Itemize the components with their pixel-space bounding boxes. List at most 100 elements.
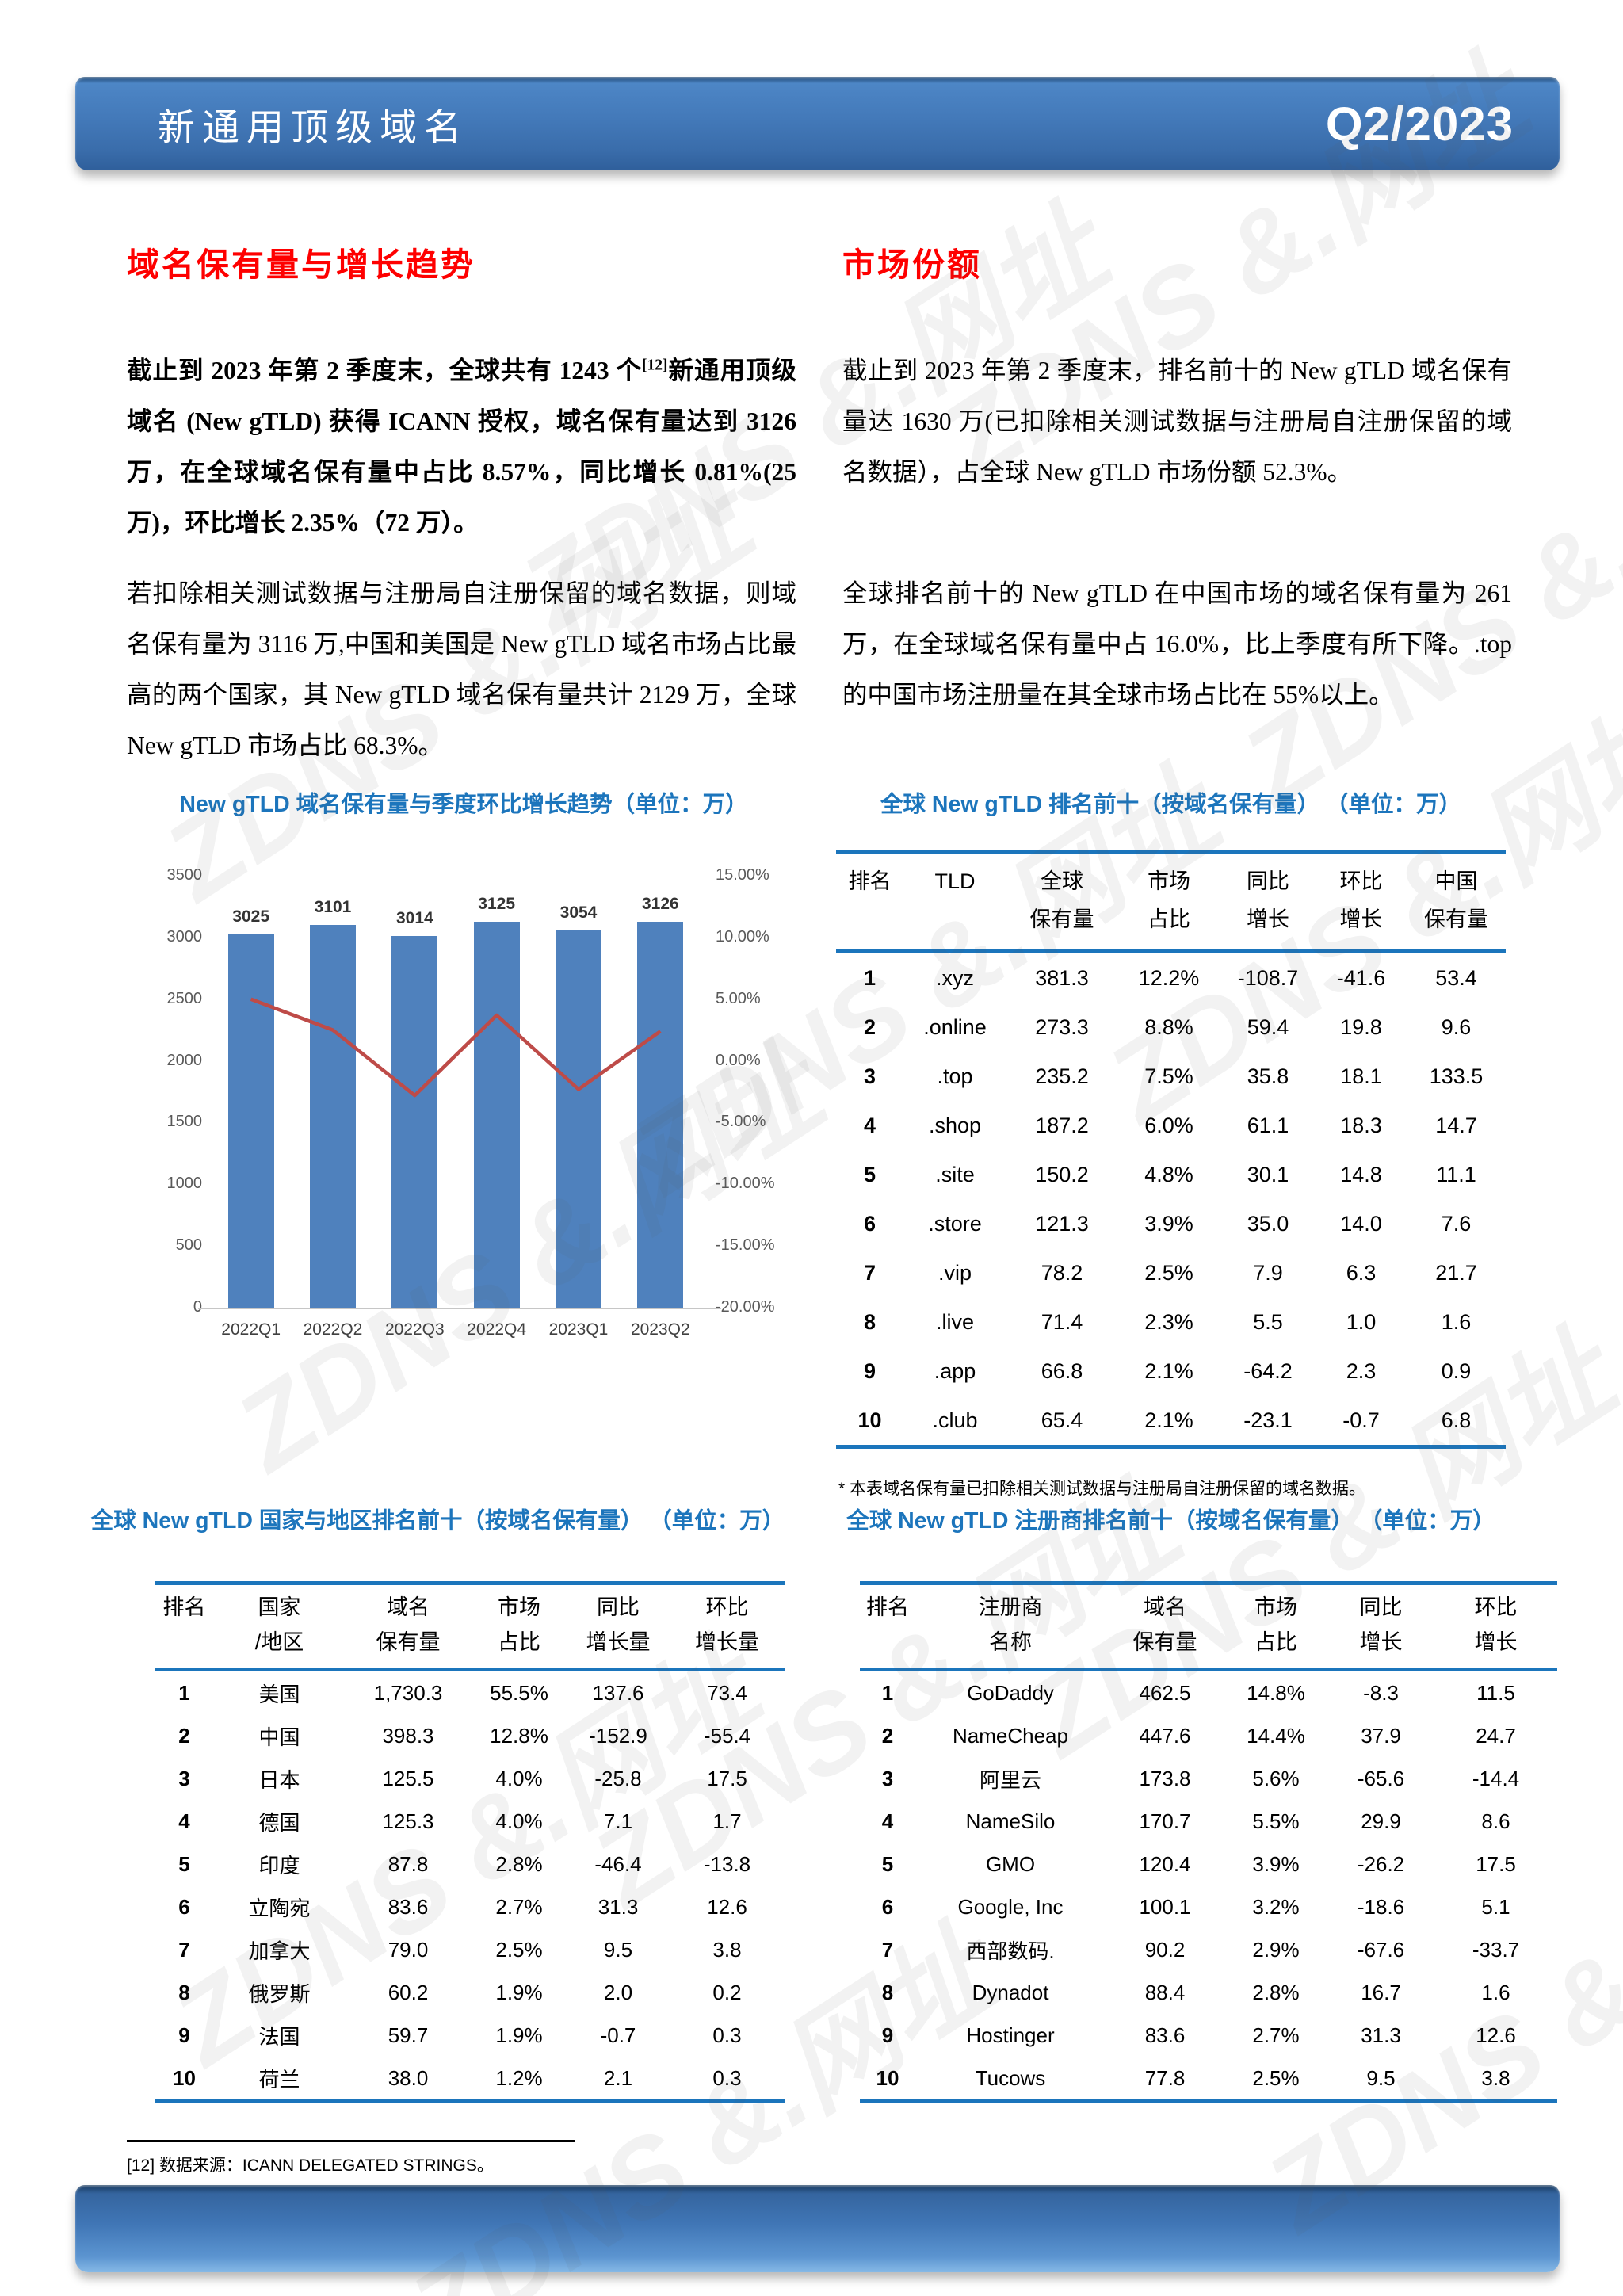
value-cell: 78.2 [1041,1260,1083,1285]
chart-title: New gTLD 域名保有量与季度环比增长趋势（单位：万） [179,792,748,817]
value-cell: 17.5 [707,1766,747,1790]
value-cell: .site [935,1162,975,1186]
x-axis-label-2023Q2: 2023Q2 [630,1320,690,1339]
value-cell: 3.9% [1252,1851,1300,1876]
y-axis-tick-left: 1500 [166,1113,203,1131]
footnote-divider [127,2140,575,2142]
value-cell: 6.3 [1346,1260,1377,1285]
rank-cell: 6 [863,1211,876,1236]
column-header: 市场 占比 [472,1583,567,1671]
rank-cell: 3 [178,1766,190,1790]
country-table-title: 全球 New gTLD 国家与地区排名前十（按域名保有量） （单位：万） [90,1508,785,1534]
x-axis-label-2022Q4: 2022Q4 [467,1320,527,1339]
value-cell: Google, Inc [957,1894,1064,1919]
rank-cell: 1 [881,1680,894,1705]
value-cell: 1.7 [712,1809,742,1833]
value-cell: -67.6 [1357,1937,1405,1962]
column-header: 排名 [155,1583,214,1671]
table-row: 5 .site 150.2 4.8% 30.1 14.8 11.1 [836,1150,1506,1199]
footer-bar [75,2185,1560,2272]
value-cell: 1.9% [495,2023,543,2047]
bar-value-label: 3125 [478,895,516,914]
value-cell: 立陶宛 [248,1896,311,1920]
y-axis-tick-left: 3500 [166,866,203,884]
y-axis-tick-left: 0 [193,1298,202,1316]
rank-cell: 4 [881,1809,894,1833]
value-cell: 5.5% [1252,1809,1300,1833]
value-cell: 462.5 [1139,1680,1191,1705]
value-cell: Dynadot [972,1980,1049,2004]
x-axis-baseline [198,1308,721,1309]
table-row: 10 荷兰 38.0 1.2% 2.1 0.3 [155,2057,785,2102]
value-cell: .xyz [935,965,974,990]
rank-cell: 5 [178,1851,190,1876]
bar-2023Q2 [637,922,684,1308]
x-axis-label-2022Q3: 2022Q3 [384,1320,445,1339]
table-row: 5 GMO 120.4 3.9% -26.2 17.5 [860,1843,1557,1885]
column-header: 域名 保有量 [345,1583,472,1671]
value-cell: 2.5% [1252,2065,1300,2090]
value-cell: 5.1 [1481,1894,1510,1919]
value-cell: 3.8 [1481,2065,1510,2090]
value-cell: 19.8 [1340,1014,1382,1039]
value-cell: 79.0 [388,1937,429,1962]
table-row: 8 Dynadot 88.4 2.8% 16.7 1.6 [860,1971,1557,2014]
table-row: 4 NameSilo 170.7 5.5% 29.9 8.6 [860,1800,1557,1843]
value-cell: 59.4 [1247,1014,1289,1039]
rank-cell: 3 [881,1766,894,1790]
x-axis-label-2022Q1: 2022Q1 [221,1320,281,1339]
x-axis-label-2022Q2: 2022Q2 [303,1320,363,1339]
table-row: 4 .shop 187.2 6.0% 61.1 18.3 14.7 [836,1101,1506,1150]
rank-cell: 9 [881,2023,894,2047]
table-row: 4 德国 125.3 4.0% 7.1 1.7 [155,1800,785,1843]
table-row: 7 .vip 78.2 2.5% 7.9 6.3 21.7 [836,1248,1506,1297]
rank-cell: 4 [863,1113,876,1137]
value-cell: Hostinger [966,2023,1055,2047]
y-axis-tick-right: -15.00% [716,1236,775,1255]
value-cell: .live [935,1309,974,1334]
registrar-table-title: 全球 New gTLD 注册商排名前十（按域名保有量） （单位：万） [846,1508,1495,1534]
column-header: 市场 占比 [1117,852,1220,953]
value-cell: 35.0 [1247,1211,1289,1236]
table-row: 6 .store 121.3 3.9% 35.0 14.0 7.6 [836,1199,1506,1248]
left-paragraph-1: 截止到 2023 年第 2 季度末，全球共有 1243 个[12]新通用顶级域名… [127,346,796,548]
value-cell: .store [928,1211,982,1236]
value-cell: 24.7 [1476,1723,1516,1748]
value-cell: 美国 [258,1682,300,1706]
table-row: 9 .app 66.8 2.1% -64.2 2.3 0.9 [836,1347,1506,1396]
value-cell: 77.8 [1144,2065,1186,2090]
rank-cell: 8 [178,1980,190,2004]
value-cell: 4.8% [1144,1162,1193,1186]
value-cell: 14.0 [1340,1211,1382,1236]
bar-value-label: 3014 [395,908,433,927]
right-section-heading: 市场份额 [842,246,982,283]
table-row: 6 立陶宛 83.6 2.7% 31.3 12.6 [155,1885,785,1928]
table-row: 2 中国 398.3 12.8% -152.9 -55.4 [155,1714,785,1757]
value-cell: 8.8% [1144,1014,1193,1039]
column-header: 国家/地区 [214,1583,345,1671]
rank-cell: 3 [863,1064,876,1088]
value-cell: 29.9 [1361,1809,1401,1833]
value-cell: 21.7 [1435,1260,1477,1285]
value-cell: 德国 [258,1810,300,1835]
value-cell: 137.6 [592,1680,644,1705]
bar-value-label: 3101 [314,898,352,917]
page-title: 新通用顶级域名 [158,105,468,148]
value-cell: -152.9 [589,1723,647,1748]
tld-table-title: 全球 New gTLD 排名前十（按域名保有量） （单位：万） [880,792,1462,817]
value-cell: -8.3 [1363,1680,1399,1705]
value-cell: 83.6 [1144,2023,1186,2047]
value-cell: 1.6 [1481,1980,1510,2004]
country-ranking-table: 排名 国家/地区 域名 保有量 市场 占比 同比 增长量 环比 增长量 1 美国 1,730.3 55.5… [155,1581,785,2103]
header-bar: 新通用顶级域名 Q2/2023 [75,77,1560,170]
value-cell: 235.2 [1035,1064,1089,1088]
report-period: Q2/2023 [1325,97,1514,151]
value-cell: -0.7 [1342,1408,1380,1432]
value-cell: 11.1 [1436,1162,1476,1186]
table-row: 9 Hostinger 83.6 2.7% 31.3 12.6 [860,2014,1557,2057]
value-cell: 14.7 [1435,1113,1477,1137]
tld-ranking-table: 排名 TLD 全球 保有量 市场 占比 同比 增长 环比 增长 中国 保有量 1 .xyz 381.3 12.… [836,850,1506,1449]
value-cell: 0.9 [1441,1358,1472,1383]
value-cell: 2.9% [1252,1937,1300,1962]
